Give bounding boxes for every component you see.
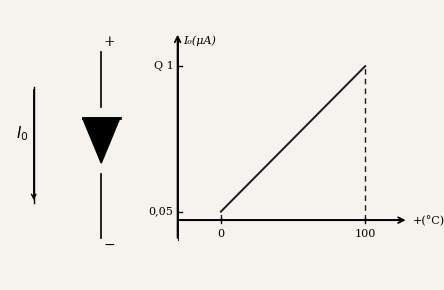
Text: I₀(μA): I₀(μA) <box>183 35 216 46</box>
Text: $I_0$: $I_0$ <box>16 124 28 143</box>
Text: +(°C): +(°C) <box>413 216 444 226</box>
Text: −: − <box>104 238 115 252</box>
Text: Q 1: Q 1 <box>154 61 173 71</box>
Text: 0: 0 <box>217 229 225 239</box>
Polygon shape <box>83 118 120 163</box>
Text: +: + <box>104 35 115 49</box>
Text: 0,05: 0,05 <box>148 206 173 217</box>
Text: 100: 100 <box>354 229 376 239</box>
